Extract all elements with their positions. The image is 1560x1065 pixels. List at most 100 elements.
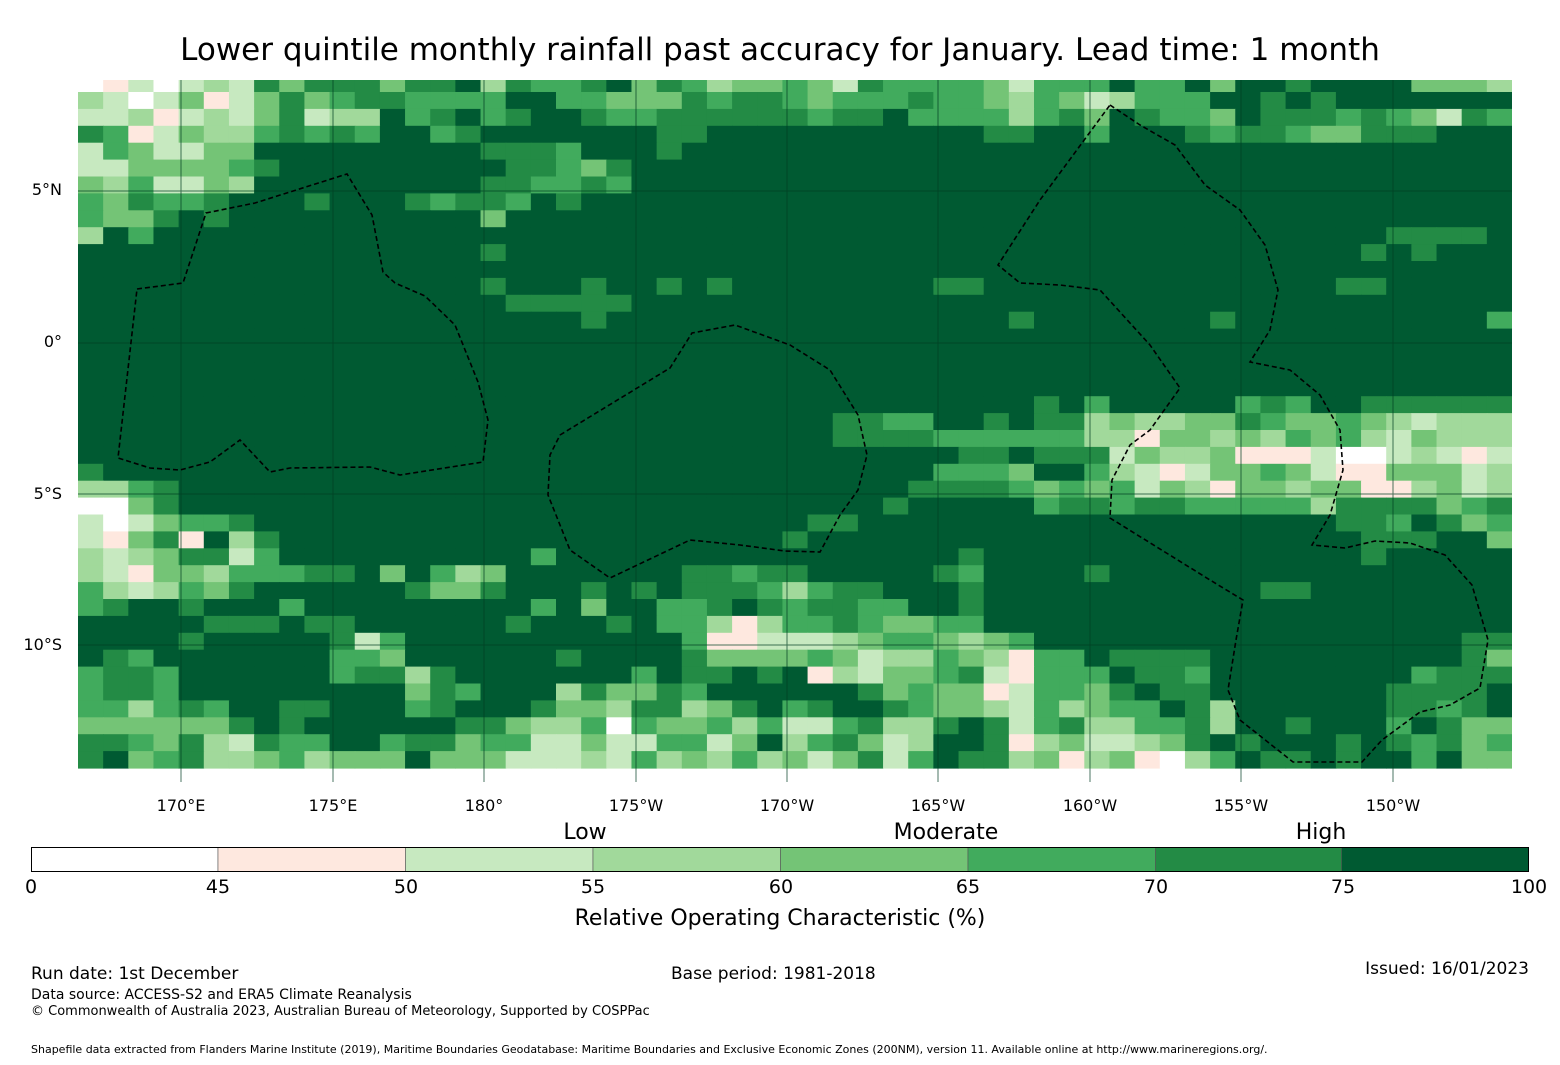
grid-cell (908, 480, 934, 499)
grid-cell (103, 277, 129, 296)
grid-cell (1008, 700, 1035, 718)
grid-cell (757, 717, 784, 735)
grid-cell (78, 430, 104, 448)
grid-cell (1059, 666, 1085, 685)
grid-cell (128, 497, 155, 516)
grid-cell (1461, 345, 1488, 363)
grid-cell (455, 599, 482, 617)
grid-cell (78, 294, 104, 313)
grid-cell (1361, 531, 1387, 549)
grid-cell (178, 734, 205, 752)
grid-cell (1084, 413, 1111, 431)
grid-cell (1084, 193, 1111, 211)
grid-cell (1310, 362, 1337, 380)
grid-cell (1134, 362, 1161, 380)
grid-cell (530, 328, 557, 347)
grid-cell (883, 345, 909, 363)
grid-cell (1034, 261, 1060, 279)
grid-cell (958, 514, 985, 532)
grid-cell (1134, 734, 1161, 752)
grid-cell (1109, 548, 1136, 566)
grid-cell (78, 328, 104, 347)
grid-cell (1084, 480, 1111, 499)
grid-cell (681, 277, 708, 296)
grid-cell (883, 463, 909, 482)
grid-cell (304, 311, 331, 330)
grid-cell (455, 582, 482, 600)
grid-cell (1285, 413, 1312, 431)
grid-cell (430, 311, 456, 330)
grid-cell (706, 430, 733, 448)
grid-cell (530, 666, 557, 685)
grid-cell (1059, 92, 1085, 110)
grid-cell (228, 599, 255, 617)
grid-cell (1260, 632, 1287, 651)
grid-cell (1159, 463, 1186, 482)
grid-cell (1109, 582, 1136, 600)
grid-cell (1260, 142, 1287, 161)
grid-cell (1310, 193, 1337, 211)
grid-cell (1235, 531, 1262, 549)
grid-cell (1436, 108, 1463, 127)
grid-cell (933, 582, 960, 600)
grid-cell (78, 210, 104, 228)
grid-cell (958, 615, 985, 634)
grid-cell (807, 734, 834, 752)
grid-cell (908, 700, 934, 718)
grid-cell (1310, 92, 1337, 110)
grid-cell (1059, 261, 1085, 279)
grid-cell (681, 734, 708, 752)
grid-cell (1059, 413, 1085, 431)
grid-cell (1235, 210, 1262, 228)
grid-cell (1134, 227, 1161, 245)
grid-cell (757, 632, 784, 651)
grid-cell (1184, 463, 1211, 482)
grid-cell (883, 413, 909, 431)
grid-cell (78, 463, 104, 482)
grid-cell (480, 125, 507, 144)
grid-cell (505, 108, 532, 127)
grid-cell (681, 700, 708, 718)
grid-cell (254, 497, 280, 516)
grid-cell (706, 700, 733, 718)
grid-cell (1386, 80, 1412, 93)
grid-cell (153, 396, 180, 414)
grid-cell (304, 632, 331, 651)
grid-cell (379, 632, 406, 651)
grid-cell (505, 430, 532, 448)
grid-cell (354, 497, 381, 516)
grid-cell (857, 599, 884, 617)
grid-cell (78, 159, 104, 178)
grid-cell (933, 463, 960, 482)
grid-cell (430, 362, 456, 380)
grid-cell (706, 227, 733, 245)
grid-cell (405, 531, 431, 549)
grid-cell (908, 176, 934, 194)
grid-cell (656, 193, 683, 211)
grid-cell (1184, 649, 1211, 668)
grid-cell (1134, 446, 1161, 465)
grid-cell (1486, 92, 1512, 110)
grid-cell (1260, 362, 1287, 380)
grid-cell (1486, 599, 1512, 617)
grid-cell (782, 497, 809, 516)
grid-cell (405, 565, 431, 583)
grid-cell (203, 125, 230, 144)
grid-cell (153, 311, 180, 330)
grid-cell (933, 497, 960, 516)
grid-cell (279, 108, 306, 127)
grid-cell (1109, 176, 1136, 194)
grid-cell (354, 227, 381, 245)
grid-cell (556, 632, 582, 651)
grid-cell (78, 227, 104, 245)
grid-cell (1109, 92, 1136, 110)
grid-cell (480, 700, 507, 718)
grid-cell (732, 379, 758, 397)
grid-cell (706, 142, 733, 161)
grid-cell (556, 497, 582, 516)
grid-cell (455, 548, 482, 566)
grid-cell (681, 227, 708, 245)
grid-cell (1310, 632, 1337, 651)
grid-cell (1059, 430, 1085, 448)
grid-cell (379, 311, 406, 330)
